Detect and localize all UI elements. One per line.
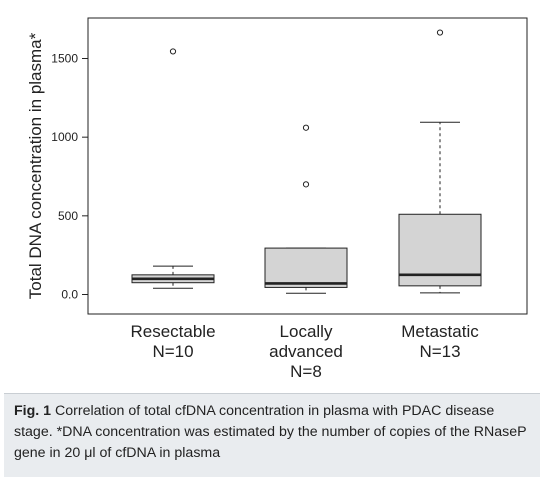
y-tick-label: 0.0 <box>61 288 78 302</box>
y-tick-label: 1000 <box>51 130 78 144</box>
y-tick-label: 500 <box>58 209 78 223</box>
box-group <box>264 124 348 294</box>
caption-text: Correlation of total cfDNA concentration… <box>14 403 527 461</box>
category-label-line: N=8 <box>290 362 322 381</box>
figure-caption: Fig. 1 Correlation of total cfDNA concen… <box>4 393 540 477</box>
category-label-line: N=10 <box>152 342 193 361</box>
y-axis-label: Total DNA concentration in plasma* <box>26 32 45 299</box>
boxplot-boxes <box>131 29 482 294</box>
category-label-line: Locally <box>280 322 333 341</box>
iqr-box <box>264 247 348 288</box>
category-label-line: N=13 <box>419 342 460 361</box>
box-group <box>398 29 482 294</box>
caption-label: Fig. 1 <box>14 403 52 419</box>
y-tick-label: 1500 <box>51 52 78 66</box>
box-group <box>131 48 215 289</box>
category-label-line: Resectable <box>130 322 215 341</box>
plot-axes: 0.0 500 1000 1500 Total DNA concentration in… <box>26 17 528 315</box>
plot-frame <box>87 17 528 315</box>
outlier-point <box>302 181 310 188</box>
outlier-point <box>302 124 310 131</box>
outlier-point <box>169 48 177 55</box>
category-label-line: Metastatic <box>401 322 479 341</box>
outlier-point <box>436 29 444 36</box>
category-label-line: advanced <box>269 342 343 361</box>
